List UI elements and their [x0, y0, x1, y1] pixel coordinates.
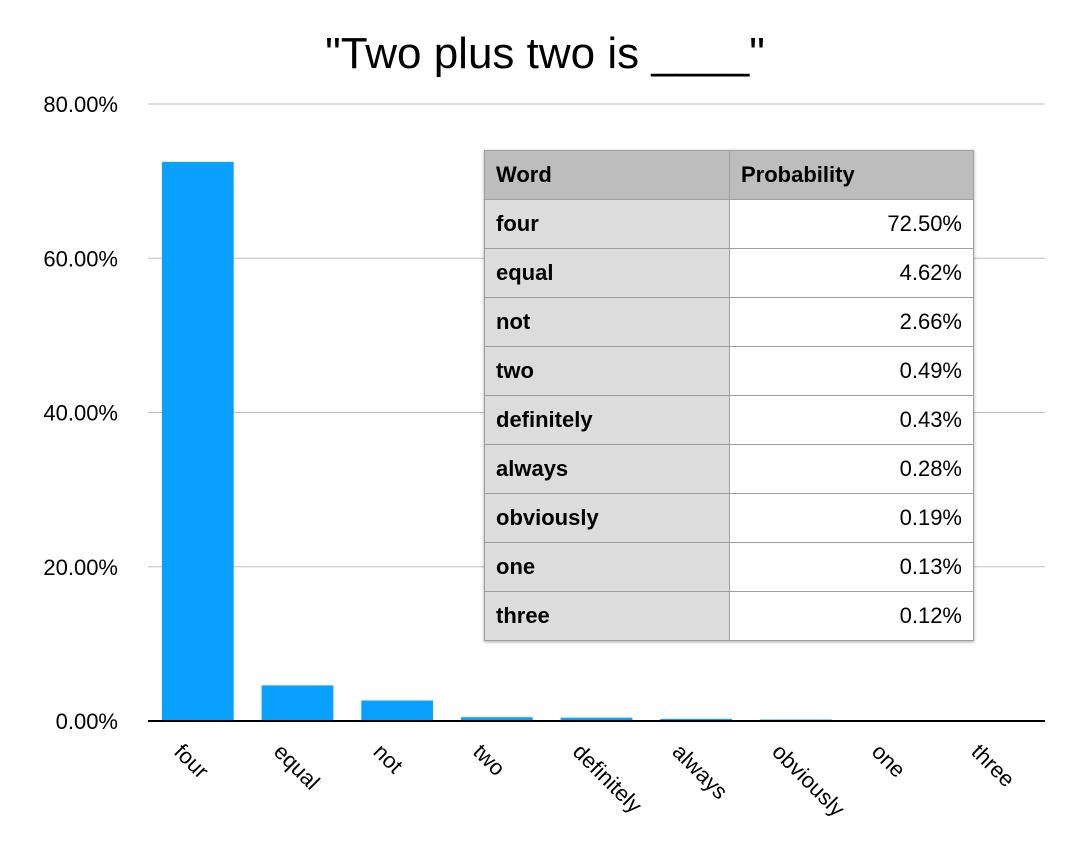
table-row: always 0.28% — [484, 444, 974, 494]
table-row: four 72.50% — [484, 199, 974, 249]
header-probability: Probability — [729, 150, 974, 200]
word-cell: definitely — [484, 395, 730, 445]
bar-always — [660, 718, 733, 721]
word-cell: obviously — [484, 493, 730, 543]
table-row: definitely 0.43% — [484, 395, 974, 445]
word-cell: two — [484, 346, 730, 396]
x-tick-label: obviously — [767, 739, 850, 822]
x-tick-label: one — [867, 739, 911, 783]
header-word: Word — [484, 150, 730, 200]
x-tick-label: definitely — [568, 739, 647, 818]
y-tick-label: 0.00% — [56, 709, 118, 734]
bar-four — [161, 161, 234, 721]
table-header-row: Word Probability — [484, 150, 974, 200]
bar-definitely — [560, 717, 633, 721]
table-row: two 0.49% — [484, 346, 974, 396]
table-row: one 0.13% — [484, 542, 974, 592]
table-row: obviously 0.19% — [484, 493, 974, 543]
chart-title: "Two plus two is ____" — [325, 29, 765, 78]
bar-two — [460, 717, 533, 721]
word-cell: four — [484, 199, 730, 249]
bar-equal — [261, 685, 334, 721]
word-cell: one — [484, 542, 730, 592]
y-tick-label: 40.00% — [43, 401, 118, 426]
x-axis-ticks: four equal not two definitely always obviously… — [169, 739, 1019, 822]
probability-cell: 0.28% — [729, 444, 974, 494]
y-tick-label: 80.00% — [43, 92, 118, 117]
probability-cell: 4.62% — [729, 248, 974, 298]
x-tick-label: not — [369, 739, 408, 778]
x-tick-label: two — [468, 739, 510, 781]
word-cell: three — [484, 591, 730, 641]
bar-not — [361, 700, 434, 721]
probability-cell: 0.13% — [729, 542, 974, 592]
word-cell: not — [484, 297, 730, 347]
probability-cell: 0.49% — [729, 346, 974, 396]
y-tick-label: 60.00% — [43, 246, 118, 271]
table-row: three 0.12% — [484, 591, 974, 641]
probability-table: Word Probability four 72.50% equal 4.62%… — [484, 150, 974, 641]
word-cell: always — [484, 444, 730, 494]
y-tick-label: 20.00% — [43, 555, 118, 580]
y-axis-ticks: 0.00% 20.00% 40.00% 60.00% 80.00% — [43, 92, 118, 734]
table-row: equal 4.62% — [484, 248, 974, 298]
probability-cell: 0.19% — [729, 493, 974, 543]
probability-cell: 0.12% — [729, 591, 974, 641]
table-row: not 2.66% — [484, 297, 974, 347]
x-tick-label: four — [169, 739, 213, 783]
x-tick-label: always — [668, 739, 733, 804]
probability-cell: 72.50% — [729, 199, 974, 249]
probability-cell: 0.43% — [729, 395, 974, 445]
word-cell: equal — [484, 248, 730, 298]
x-tick-label: equal — [269, 739, 325, 795]
probability-cell: 2.66% — [729, 297, 974, 347]
x-tick-label: three — [967, 739, 1020, 792]
bars — [161, 161, 1032, 721]
